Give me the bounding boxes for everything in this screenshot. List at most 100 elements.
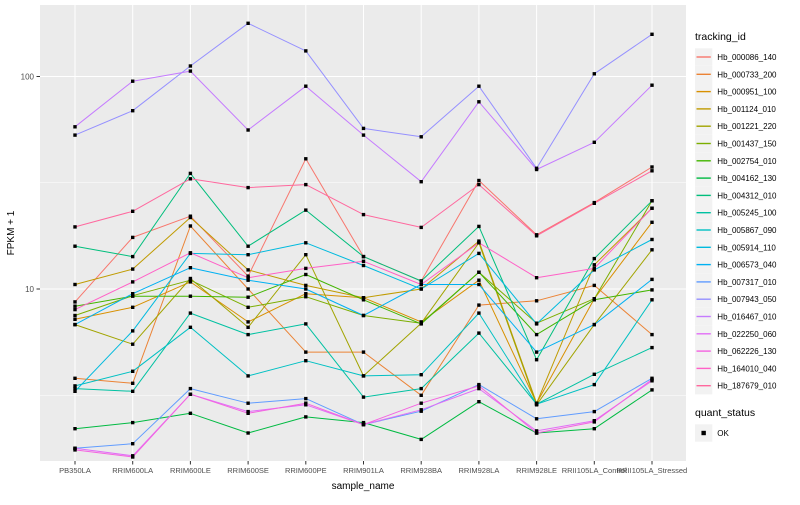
data-point	[534, 322, 539, 326]
data-point	[304, 253, 308, 257]
legend-label-Hb_007317_010: Hb_007317_010	[717, 278, 777, 287]
data-point	[73, 125, 77, 129]
data-point	[419, 437, 423, 442]
data-point	[73, 282, 77, 287]
data-point	[419, 322, 423, 326]
data-point	[477, 270, 481, 274]
data-point	[304, 182, 308, 187]
legend-quant-title: quant_status	[695, 407, 755, 419]
y-tick-label: 10	[25, 285, 34, 294]
data-point	[361, 374, 366, 378]
data-point	[592, 201, 596, 205]
legend-square-swatch-OK	[701, 430, 706, 436]
data-point	[304, 401, 308, 405]
data-point	[246, 374, 250, 378]
data-point	[131, 79, 135, 83]
data-point	[477, 251, 481, 256]
x-tick-label: RRIM928LA	[458, 466, 499, 475]
data-point	[131, 342, 135, 346]
data-point	[188, 251, 193, 255]
data-point	[592, 322, 596, 327]
data-point	[188, 64, 193, 68]
data-point	[246, 276, 250, 280]
data-point	[361, 420, 366, 425]
data-point	[361, 350, 366, 354]
legend-label-Hb_022250_060: Hb_022250_060	[717, 330, 777, 339]
legend-label-Hb_001221_220: Hb_001221_220	[717, 122, 777, 131]
data-point	[131, 329, 135, 333]
data-point	[534, 417, 539, 421]
data-point	[246, 325, 250, 329]
data-point	[592, 372, 596, 376]
data-point	[73, 307, 77, 312]
data-point	[131, 294, 135, 298]
data-point	[73, 133, 77, 137]
data-point	[304, 208, 308, 212]
x-tick-label: PB350LA	[59, 466, 91, 475]
data-point	[592, 266, 596, 271]
data-point	[650, 248, 654, 252]
data-point	[188, 224, 193, 228]
x-tick-label: RRIM600LE	[170, 466, 211, 475]
data-point	[73, 376, 77, 380]
legend-label-Hb_006573_040: Hb_006573_040	[717, 261, 777, 270]
data-point	[131, 442, 135, 446]
data-point	[188, 325, 193, 329]
data-point	[188, 278, 193, 282]
data-point	[304, 84, 308, 88]
data-point	[246, 128, 250, 132]
data-point	[534, 234, 539, 238]
data-point	[73, 389, 77, 393]
data-point	[246, 185, 250, 190]
data-point	[131, 209, 135, 213]
data-point	[131, 381, 135, 385]
data-point	[477, 224, 481, 229]
data-point	[361, 422, 366, 427]
data-point	[304, 292, 308, 296]
data-point	[188, 266, 193, 270]
x-tick-label: RRIM600PE	[285, 466, 327, 475]
data-point	[534, 299, 539, 303]
data-point	[592, 420, 596, 424]
data-point	[246, 278, 250, 282]
data-point	[246, 305, 250, 309]
data-point	[246, 320, 250, 324]
data-point	[477, 311, 481, 315]
legend-label-Hb_000086_140: Hb_000086_140	[717, 53, 777, 62]
data-point	[419, 135, 423, 139]
legend-label-Hb_001437_150: Hb_001437_150	[717, 140, 777, 149]
x-tick-label: RRIM901LA	[343, 466, 384, 475]
data-point	[304, 396, 308, 401]
data-point	[419, 180, 423, 184]
data-point	[650, 277, 654, 282]
data-point	[361, 263, 366, 268]
data-point	[131, 254, 135, 259]
data-point	[361, 313, 366, 318]
data-point	[73, 384, 77, 388]
data-point	[73, 386, 77, 391]
y-axis-title: FPKM + 1	[6, 210, 17, 255]
data-point	[650, 288, 654, 292]
data-point	[304, 415, 308, 419]
data-point	[73, 225, 77, 229]
data-point	[592, 72, 596, 76]
data-point	[304, 359, 308, 363]
data-point	[534, 276, 539, 280]
data-point	[650, 377, 654, 382]
data-point	[361, 298, 366, 302]
data-point	[477, 331, 481, 335]
data-point	[534, 402, 539, 406]
data-point	[419, 401, 423, 405]
data-point	[361, 254, 366, 259]
data-point	[73, 313, 77, 318]
data-point	[477, 386, 481, 391]
data-point	[246, 411, 250, 415]
data-point	[477, 303, 481, 307]
data-point	[534, 350, 539, 354]
data-point	[304, 283, 308, 288]
data-point	[246, 21, 250, 25]
data-point	[534, 358, 539, 362]
data-point	[592, 382, 596, 387]
data-point	[361, 395, 366, 399]
x-axis-title: sample_name	[332, 481, 395, 492]
